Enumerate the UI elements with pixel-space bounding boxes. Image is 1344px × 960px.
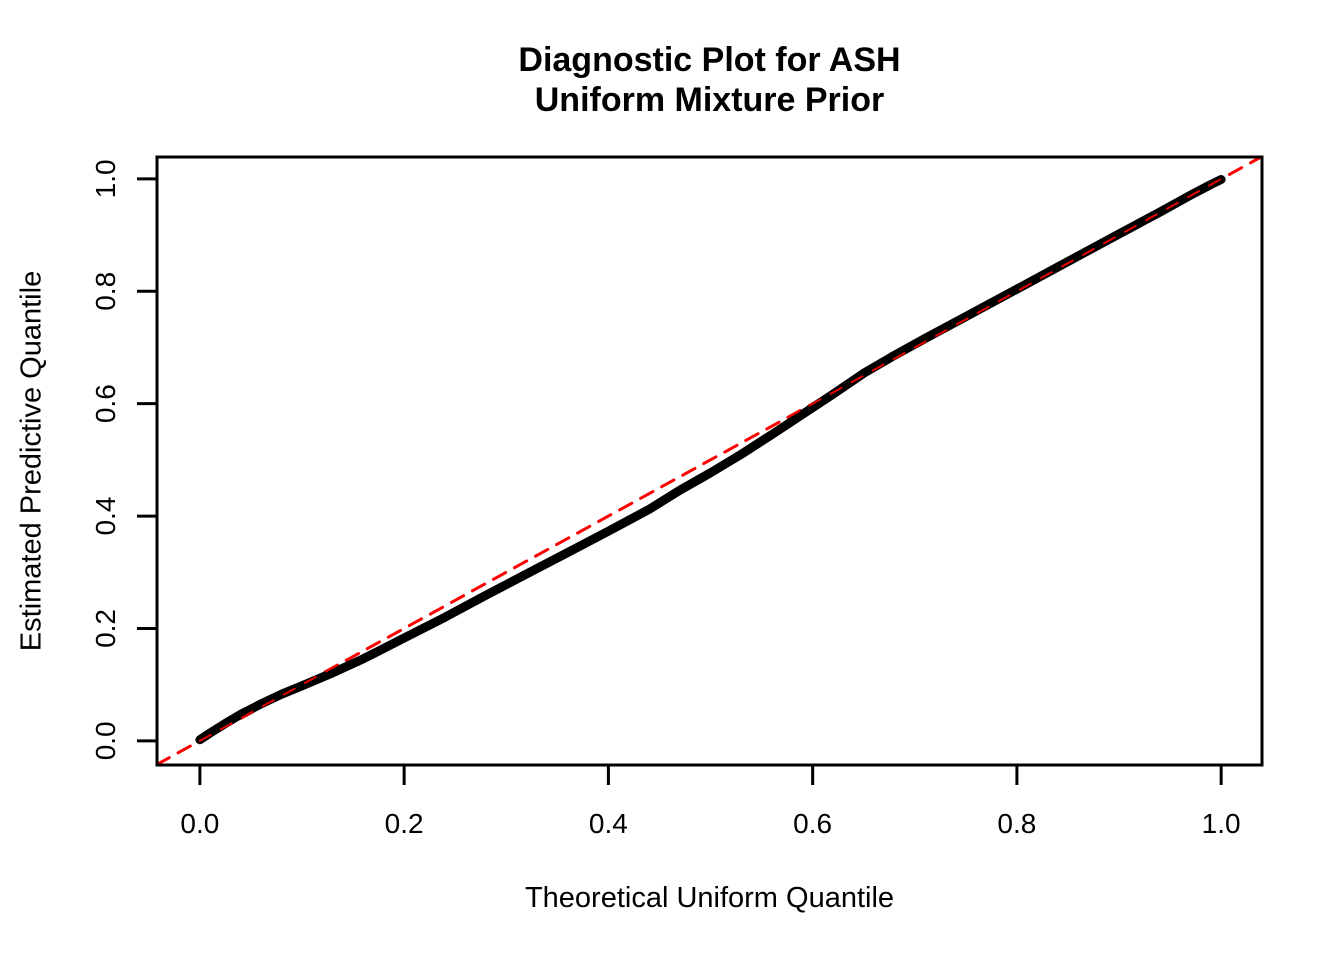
y-axis-tick-label: 0.8 <box>90 272 121 311</box>
y-axis-tick-label: 0.6 <box>90 384 121 423</box>
x-axis-tick-label: 0.6 <box>793 808 832 839</box>
x-axis-tick-label: 1.0 <box>1202 808 1241 839</box>
reference-line-overlay <box>156 156 1262 766</box>
y-axis-tick-label: 1.0 <box>90 159 121 198</box>
y-axis-tick-label: 0.0 <box>90 721 121 760</box>
y-axis-title: Estimated Predictive Quantile <box>15 270 48 652</box>
plot-title: Diagnostic Plot for ASH Uniform Mixture … <box>157 40 1262 120</box>
plot-border <box>155 155 1264 767</box>
x-axis-tick-label: 0.0 <box>180 808 219 839</box>
plot-title-line2: Uniform Mixture Prior <box>534 81 885 119</box>
x-axis-title: Theoretical Uniform Quantile <box>524 882 895 914</box>
y-axis-tick-label: 0.2 <box>90 609 121 648</box>
y-axis-tick-label: 0.4 <box>90 497 121 536</box>
x-axis-tick-label: 0.8 <box>997 808 1036 839</box>
x-axis-tick-label: 0.4 <box>589 808 628 839</box>
x-axis-tick-label: 0.2 <box>385 808 424 839</box>
plot-title-line1: Diagnostic Plot for ASH <box>518 41 901 79</box>
